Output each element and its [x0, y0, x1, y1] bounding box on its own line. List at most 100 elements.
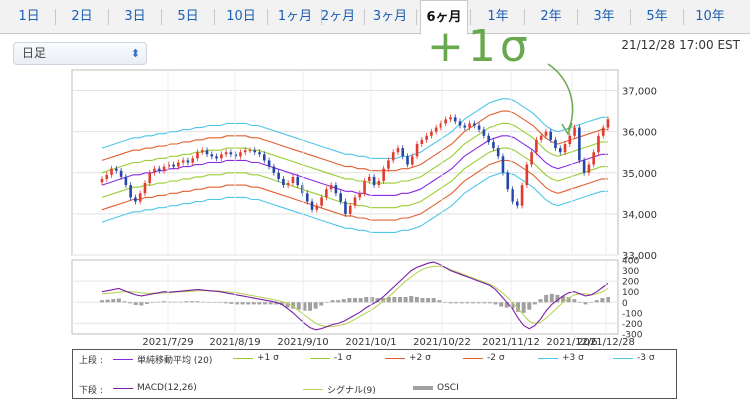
candle-body: [129, 185, 132, 198]
candle-body: [119, 170, 123, 177]
legend-item-label: -3 σ: [637, 353, 655, 363]
candle-body: [353, 197, 357, 206]
tab-8[interactable]: 3ヶ月: [372, 9, 408, 24]
candle-body: [439, 123, 443, 128]
x-tick-label: 2021/11/12: [482, 337, 540, 348]
legend-swatch: [113, 359, 133, 360]
candle-body: [277, 172, 280, 179]
osci-bar: [448, 302, 453, 304]
osci-bar: [330, 300, 335, 303]
price-panel-frame: [71, 69, 619, 256]
candle-body: [544, 131, 548, 136]
candle-body: [434, 127, 438, 132]
macd-line: [101, 261, 609, 331]
candle-body: [415, 144, 419, 157]
tab-separator: [470, 9, 471, 25]
legend-item-label: シグナル(9): [327, 386, 376, 396]
osci-bar: [397, 297, 402, 303]
osci-bar: [189, 301, 194, 303]
osci-bar: [544, 294, 549, 303]
candle-body: [138, 193, 142, 202]
candle-body: [530, 152, 533, 165]
legend-swatch: [233, 357, 253, 359]
osci-bar: [572, 299, 577, 303]
osci-bar: [139, 302, 144, 306]
candle-body: [200, 150, 204, 153]
osci-bar: [403, 297, 408, 303]
candle-body: [310, 201, 314, 210]
tab-14[interactable]: 10年: [695, 9, 725, 24]
osci-bar: [178, 301, 183, 303]
tab-6[interactable]: 1ヶ月: [277, 9, 313, 24]
osci-bar: [257, 302, 262, 305]
tab-2[interactable]: 2日: [71, 9, 93, 24]
candle-period-select[interactable]: 日足 ⬍: [13, 42, 147, 65]
tab-7[interactable]: 2ヶ月: [320, 9, 356, 24]
osci-bar: [133, 302, 138, 305]
osci-bar: [482, 302, 487, 304]
candle-body: [425, 135, 428, 140]
osci-bar: [600, 298, 605, 303]
tab-13[interactable]: 5年: [646, 9, 668, 24]
osci-bar: [409, 295, 414, 303]
osci-bar: [122, 301, 127, 303]
osci-bar: [263, 302, 268, 305]
candle-body: [248, 150, 252, 152]
tab-1[interactable]: 1日: [18, 9, 40, 24]
osci-bar: [583, 302, 588, 305]
annotation-arrow-path: [547, 63, 574, 131]
legend-item-upper: 単純移動平均 (20): [113, 353, 212, 366]
tab-10[interactable]: 1年: [487, 9, 509, 24]
legend-item-lower: シグナル(9): [303, 383, 376, 396]
candle-body: [563, 144, 567, 153]
osci-bar: [229, 302, 234, 304]
osci-bar: [516, 302, 521, 312]
candle-body: [148, 172, 152, 184]
osci-bar: [454, 302, 459, 304]
tab-9[interactable]: 6ヶ月: [420, 0, 468, 35]
candle-body: [358, 193, 362, 198]
candle-body: [492, 141, 495, 149]
osci-bar: [527, 302, 532, 310]
minus3-sigma-line: [101, 172, 608, 233]
candle-body: [181, 160, 185, 163]
tab-separator: [267, 9, 268, 25]
macd-tick-label: -200: [622, 320, 643, 330]
candle-body: [473, 123, 476, 126]
candle-body: [205, 150, 209, 155]
price-tick-label: 33,000: [622, 251, 657, 262]
candle-body: [105, 174, 109, 179]
candle-body: [482, 129, 486, 136]
osci-bar: [493, 302, 498, 305]
candle-body: [157, 168, 161, 171]
osci-bar: [296, 302, 301, 310]
osci-bar: [353, 298, 357, 303]
tab-5[interactable]: 10日: [226, 9, 256, 24]
osci-bar: [375, 298, 380, 303]
legend-swatch: [613, 357, 633, 359]
price-tick-label: 34,000: [622, 210, 657, 221]
candle-body: [377, 181, 381, 186]
osci-bar: [465, 302, 470, 304]
macd-tick-label: 100: [622, 288, 639, 298]
tab-3[interactable]: 3日: [124, 9, 146, 24]
candle-body: [110, 168, 113, 175]
annotation-label: +1σ: [427, 21, 532, 72]
tab-separator: [55, 9, 56, 25]
tab-4[interactable]: 5日: [177, 9, 199, 24]
candle-body: [329, 185, 333, 190]
osci-bar: [324, 302, 329, 303]
osci-bar: [116, 298, 121, 303]
candle-body: [100, 178, 104, 183]
tab-12[interactable]: 3年: [593, 9, 615, 24]
osci-bar: [566, 297, 571, 303]
osci-bar: [302, 302, 307, 311]
candle-body: [549, 131, 553, 140]
candle-body: [301, 185, 304, 194]
legend-item-label: +2 σ: [409, 353, 431, 363]
candle-body: [258, 152, 261, 155]
tab-11[interactable]: 2年: [540, 9, 562, 24]
candle-body: [463, 125, 467, 128]
osci-bar: [308, 302, 313, 311]
osci-bar: [195, 301, 200, 303]
